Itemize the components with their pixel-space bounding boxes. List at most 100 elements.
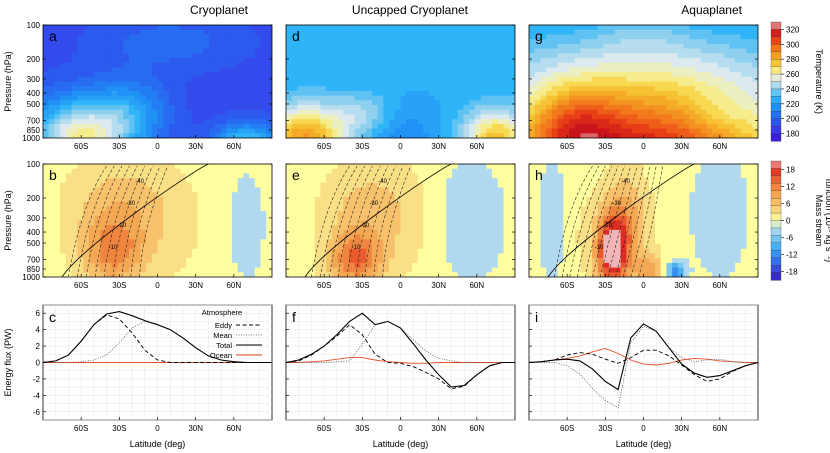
field-cell	[626, 72, 633, 78]
field-cell	[603, 81, 610, 87]
field-cell	[591, 81, 599, 87]
field-cell	[314, 267, 321, 273]
field-cell	[429, 182, 436, 189]
field-cell	[492, 215, 499, 222]
field-cell	[71, 168, 78, 175]
field-cell	[509, 53, 515, 59]
field-cell	[117, 72, 124, 78]
field-cell	[308, 119, 316, 125]
field-cell	[497, 39, 505, 45]
field-cell	[654, 119, 662, 125]
field-cell	[540, 114, 547, 120]
field-cell	[457, 119, 465, 125]
field-cell	[597, 119, 605, 125]
field-cell	[643, 29, 650, 36]
field-cell	[389, 100, 396, 106]
field-cell	[509, 100, 515, 106]
field-cell	[546, 25, 553, 31]
field-cell	[117, 239, 124, 245]
field-cell	[729, 86, 736, 92]
field-cell	[666, 114, 673, 120]
field-cell	[452, 239, 459, 245]
field-cell	[163, 267, 170, 273]
field-cell	[712, 29, 719, 36]
field-cell	[417, 192, 424, 198]
field-cell	[637, 76, 645, 83]
field-cell	[266, 239, 272, 245]
field-cell	[314, 100, 321, 106]
field-cell	[423, 262, 430, 269]
field-cell	[440, 234, 447, 240]
field-cell	[649, 128, 656, 134]
field-cell	[557, 86, 564, 92]
field-cell	[320, 206, 327, 212]
field-cell	[83, 201, 90, 207]
field-cell	[60, 206, 67, 212]
field-cell	[440, 192, 447, 198]
field-cell	[128, 196, 136, 203]
field-cell	[632, 25, 639, 31]
field-cell	[474, 234, 482, 240]
field-cell	[354, 182, 362, 189]
field-cell	[286, 253, 293, 259]
field-cell	[243, 29, 250, 36]
field-cell	[752, 86, 758, 92]
field-cell	[48, 90, 56, 97]
field-cell	[503, 192, 510, 198]
field-cell	[60, 262, 67, 269]
field-cell	[603, 123, 610, 130]
field-cell	[746, 57, 753, 64]
field-cell	[672, 119, 679, 125]
field-cell	[249, 267, 256, 273]
field-cell	[77, 119, 84, 125]
field-cell	[163, 39, 170, 45]
field-cell	[249, 239, 256, 245]
field-cell	[400, 239, 407, 245]
field-cell	[209, 25, 216, 31]
field-cell	[643, 133, 650, 138]
field-cell	[214, 119, 222, 125]
field-cell	[151, 272, 159, 277]
field-cell	[406, 239, 413, 245]
field-cell	[394, 211, 402, 217]
field-cell	[111, 272, 119, 277]
field-cell	[740, 72, 748, 78]
field-cell	[729, 62, 736, 68]
field-cell	[105, 90, 113, 97]
field-cell	[497, 53, 505, 59]
field-cell	[383, 164, 390, 170]
field-cell	[400, 220, 407, 226]
field-cell	[203, 244, 210, 250]
field-cell	[140, 76, 147, 83]
field-cell	[337, 67, 344, 73]
field-cell	[174, 57, 181, 64]
field-cell	[331, 192, 339, 198]
field-cell	[180, 48, 187, 54]
field-cell	[614, 128, 622, 134]
field-cell	[637, 128, 645, 134]
field-cell	[105, 39, 113, 45]
field-cell	[60, 53, 67, 59]
field-cell	[254, 57, 262, 64]
field-cell	[497, 187, 505, 193]
field-cell	[609, 48, 616, 54]
field-cell	[100, 196, 107, 203]
field-cell	[400, 86, 407, 92]
field-cell	[105, 178, 113, 184]
field-cell	[503, 258, 510, 264]
field-cell	[469, 225, 476, 231]
field-cell	[354, 43, 362, 50]
field-cell	[366, 262, 373, 269]
field-cell	[186, 211, 193, 217]
field-cell	[492, 133, 499, 138]
field-cell	[65, 229, 73, 236]
field-cell	[643, 81, 650, 87]
field-cell	[157, 133, 164, 138]
field-cell	[140, 253, 147, 259]
field-cell	[286, 196, 293, 203]
field-cell	[88, 81, 96, 87]
field-cell	[603, 86, 610, 92]
field-cell	[706, 62, 713, 68]
field-cell	[752, 105, 758, 111]
field-cell	[214, 57, 222, 64]
